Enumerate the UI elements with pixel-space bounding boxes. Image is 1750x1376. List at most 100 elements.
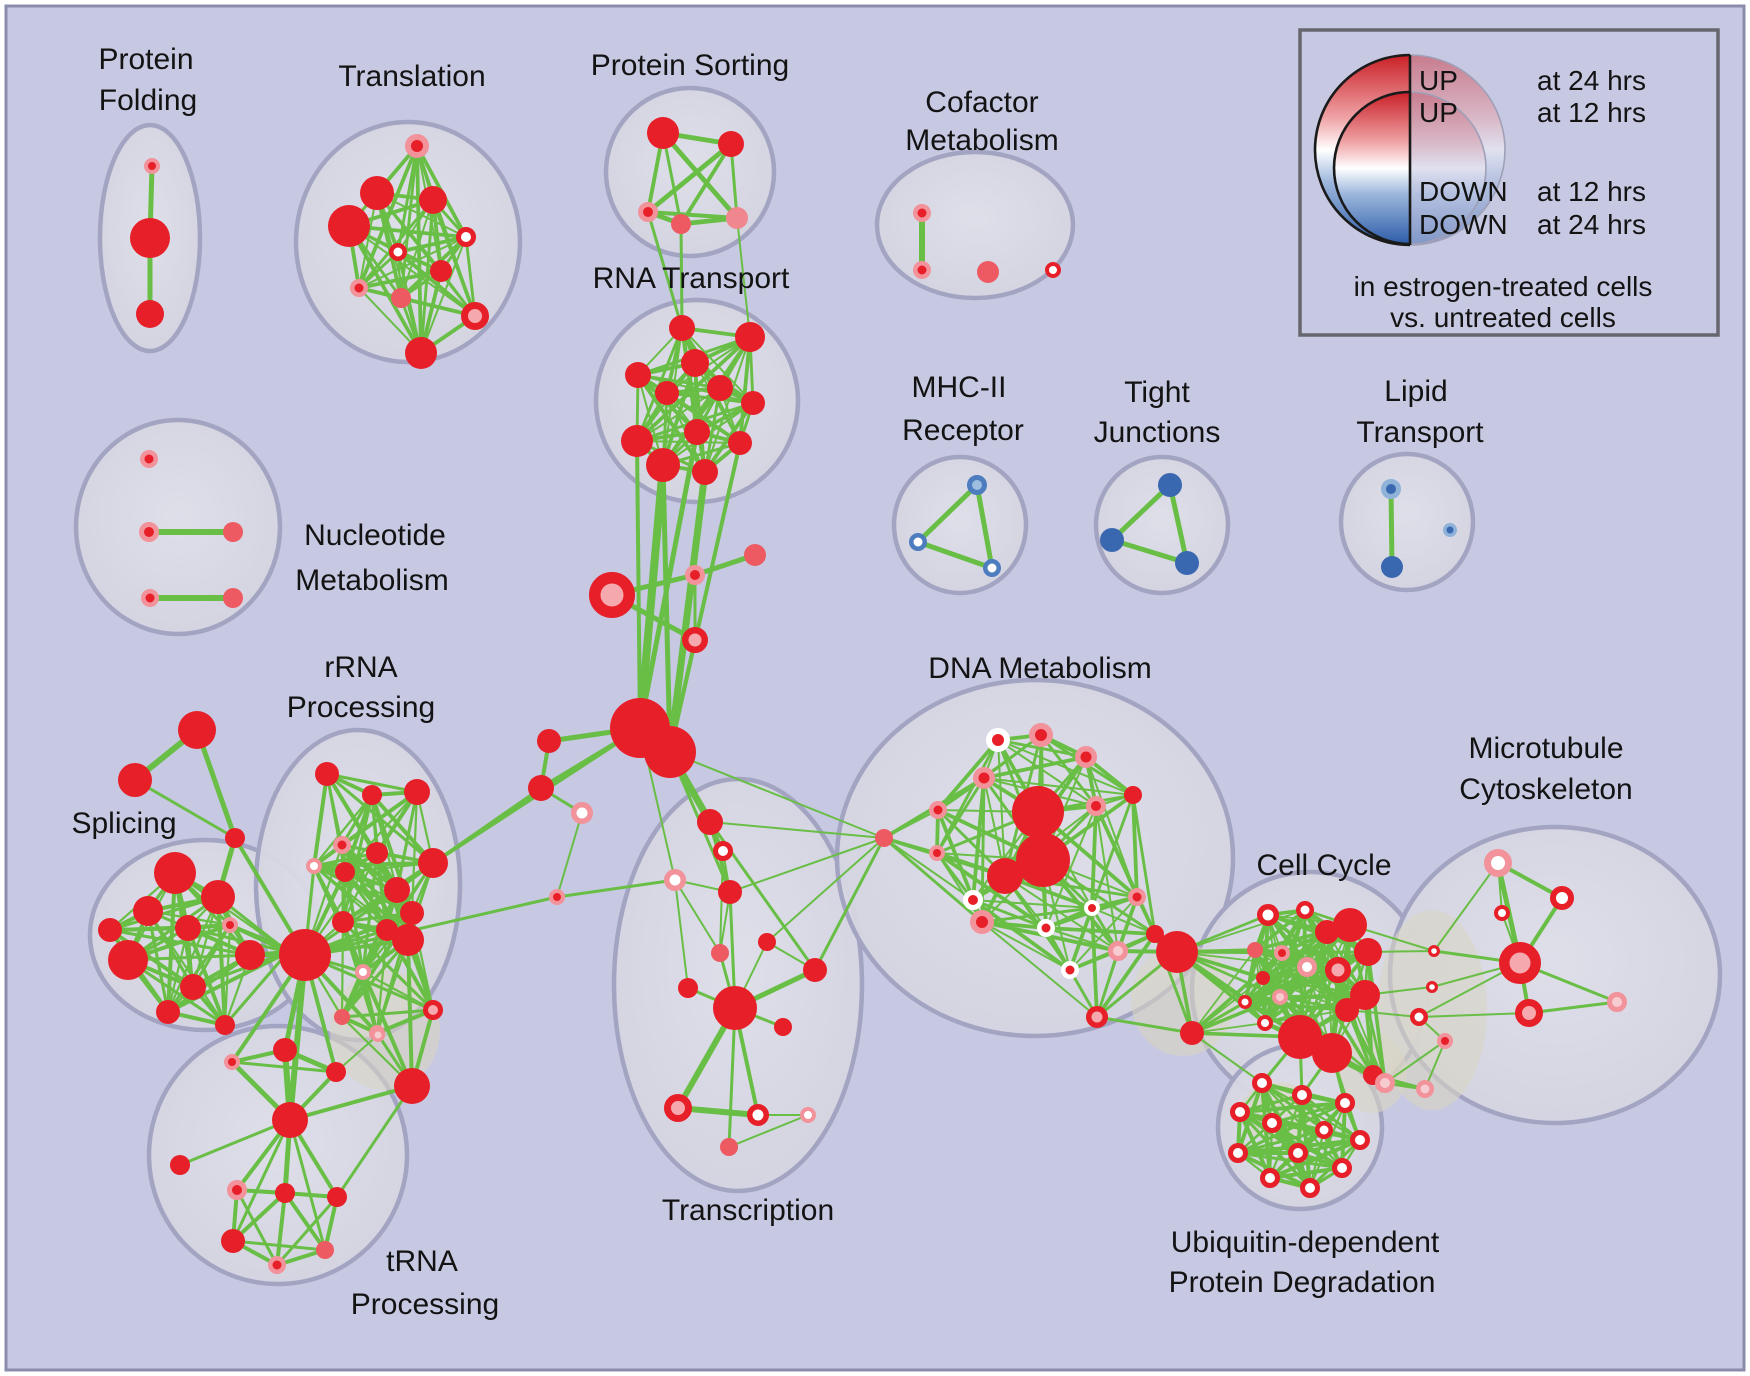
legend-dir-0: UP bbox=[1419, 65, 1458, 96]
cell-cycle-edge bbox=[1191, 977, 1264, 1034]
cofactor-metabolism-node bbox=[913, 204, 931, 222]
cell-cycle-node bbox=[1156, 931, 1198, 973]
ubiquitin-degradation-node bbox=[1262, 1113, 1282, 1133]
transcription-label-line-0: Transcription bbox=[662, 1194, 834, 1227]
splicing-node bbox=[108, 940, 148, 980]
mhc-ii-receptor-label-line-0: MHC-II bbox=[912, 371, 1007, 404]
nucleotide-metabolism-node bbox=[223, 522, 243, 542]
ubiquitin-degradation-label-line-0: Ubiquitin-dependent bbox=[1171, 1226, 1440, 1259]
rrna-processing-node bbox=[366, 842, 388, 864]
ubiquitin-degradation-edge bbox=[1297, 1138, 1361, 1155]
hub-chain-node bbox=[589, 572, 635, 618]
connector-edge bbox=[289, 1084, 413, 1122]
splicing-edge bbox=[166, 924, 232, 1013]
cofactor-metabolism-node bbox=[1045, 262, 1061, 278]
legend-dir-1: UP bbox=[1419, 97, 1458, 128]
nucleotide-metabolism-label-line-1: Metabolism bbox=[295, 564, 448, 597]
trna-processing-label-line-1: Processing bbox=[351, 1288, 499, 1321]
legend-time-1: at 12 hrs bbox=[1537, 97, 1646, 128]
ubiquitin-degradation-edge bbox=[1269, 1166, 1343, 1180]
transcription-node bbox=[713, 986, 757, 1030]
microtubule-cytoskeleton-node bbox=[1410, 1008, 1428, 1026]
translation-node bbox=[456, 227, 476, 247]
microtubule-cytoskeleton-node bbox=[1607, 992, 1627, 1012]
dna-metabolism-label-line-0: DNA Metabolism bbox=[928, 652, 1151, 685]
legend-dir-2: DOWN bbox=[1419, 176, 1508, 207]
translation-label-line-0: Translation bbox=[338, 60, 485, 93]
ubiquitin-degradation-edge bbox=[1271, 1101, 1346, 1125]
translation-edge bbox=[420, 236, 467, 354]
protein-sorting-node bbox=[718, 131, 744, 157]
microtubule-cytoskeleton-label-line-0: Microtubule bbox=[1468, 732, 1623, 765]
protein-folding-label-line-0: Protein bbox=[98, 43, 193, 76]
rrna-processing-node bbox=[394, 1068, 430, 1104]
cell-cycle-node bbox=[1325, 957, 1351, 983]
connector-edge bbox=[304, 895, 558, 957]
dna-metabolism-node bbox=[987, 858, 1023, 894]
rrna-processing-edge bbox=[376, 1008, 434, 1035]
rna-transport-node bbox=[684, 419, 710, 445]
translation-node bbox=[461, 302, 489, 330]
ubiquitin-degradation-node bbox=[1260, 1168, 1280, 1188]
protein-folding-node bbox=[136, 300, 164, 328]
mhc-ii-receptor-edge bbox=[917, 539, 993, 571]
rna-transport-node bbox=[669, 315, 695, 341]
connector-edge bbox=[813, 837, 886, 971]
ubiquitin-degradation-node bbox=[1315, 1121, 1333, 1139]
cell-cycle-edge bbox=[1263, 931, 1329, 1024]
connector-edge bbox=[1096, 1015, 1193, 1035]
cell-cycle-node bbox=[1296, 901, 1314, 919]
cell-cycle-edge bbox=[1254, 930, 1328, 952]
rna-transport-label-line-0: RNA Transport bbox=[593, 262, 790, 295]
rrna-processing-edge bbox=[312, 773, 329, 867]
lipid-transport-node bbox=[1381, 556, 1403, 578]
ubiquitin-degradation-node bbox=[1332, 1158, 1352, 1178]
cell-cycle-edge bbox=[1253, 908, 1307, 952]
dna-metabolism-node bbox=[1086, 796, 1106, 816]
rrna-processing-edge bbox=[341, 1008, 434, 1019]
trna-processing-edge bbox=[275, 1192, 287, 1266]
protein-folding-node bbox=[144, 158, 160, 174]
mhc-ii-receptor-node bbox=[983, 559, 1001, 577]
dna-metabolism-edge bbox=[1090, 907, 1099, 1018]
protein-sorting-label-line-0: Protein Sorting bbox=[591, 49, 789, 82]
protein-sorting-edge bbox=[661, 131, 739, 220]
protein-folding-label-line-1: Folding bbox=[99, 84, 197, 117]
transcription-edge bbox=[674, 879, 689, 989]
microtubule-cytoskeleton-node bbox=[1416, 1080, 1434, 1098]
transcription-node bbox=[720, 1138, 738, 1156]
trna-processing-node bbox=[327, 1187, 347, 1207]
rrna-processing-node bbox=[384, 877, 410, 903]
splicing-node bbox=[156, 1000, 180, 1024]
dna-metabolism-node bbox=[929, 801, 947, 819]
cell-cycle-node bbox=[1272, 989, 1288, 1005]
hub-chain-node bbox=[528, 775, 554, 801]
microtubule-cytoskeleton-node bbox=[1499, 942, 1541, 984]
trna-processing-edge bbox=[275, 1196, 339, 1266]
legend-outer-right-arc bbox=[1409, 54, 1506, 246]
dna-metabolism-edge bbox=[1069, 896, 1138, 971]
ubiquitin-degradation-edge bbox=[1237, 1128, 1325, 1155]
dna-metabolism-node bbox=[1029, 723, 1053, 747]
cofactor-metabolism-node bbox=[913, 261, 931, 279]
cell-cycle-node bbox=[1257, 904, 1279, 926]
rrna-processing-node bbox=[332, 911, 354, 933]
microtubule-cytoskeleton-node bbox=[1550, 886, 1574, 910]
connector-edge bbox=[766, 837, 885, 943]
trna-processing-edge bbox=[235, 1189, 279, 1266]
rrna-processing-edge bbox=[313, 861, 434, 868]
cell-cycle-node bbox=[1335, 998, 1359, 1022]
rna-transport-node bbox=[621, 425, 653, 457]
protein-sorting-node bbox=[671, 214, 691, 234]
rna-transport-node bbox=[741, 391, 765, 415]
nucleotide-metabolism-node bbox=[141, 589, 159, 607]
rrna-processing-label-line-1: Processing bbox=[287, 691, 435, 724]
rrna-processing-edge bbox=[313, 794, 373, 867]
splicing-bridge-node bbox=[118, 763, 152, 797]
transcription-node bbox=[774, 1018, 792, 1036]
splicing-bridge-edge bbox=[134, 778, 236, 840]
ubiquitin-degradation-node bbox=[1230, 1102, 1250, 1122]
dna-metabolism-node bbox=[963, 890, 983, 910]
trna-processing-ellipse bbox=[146, 1023, 410, 1287]
